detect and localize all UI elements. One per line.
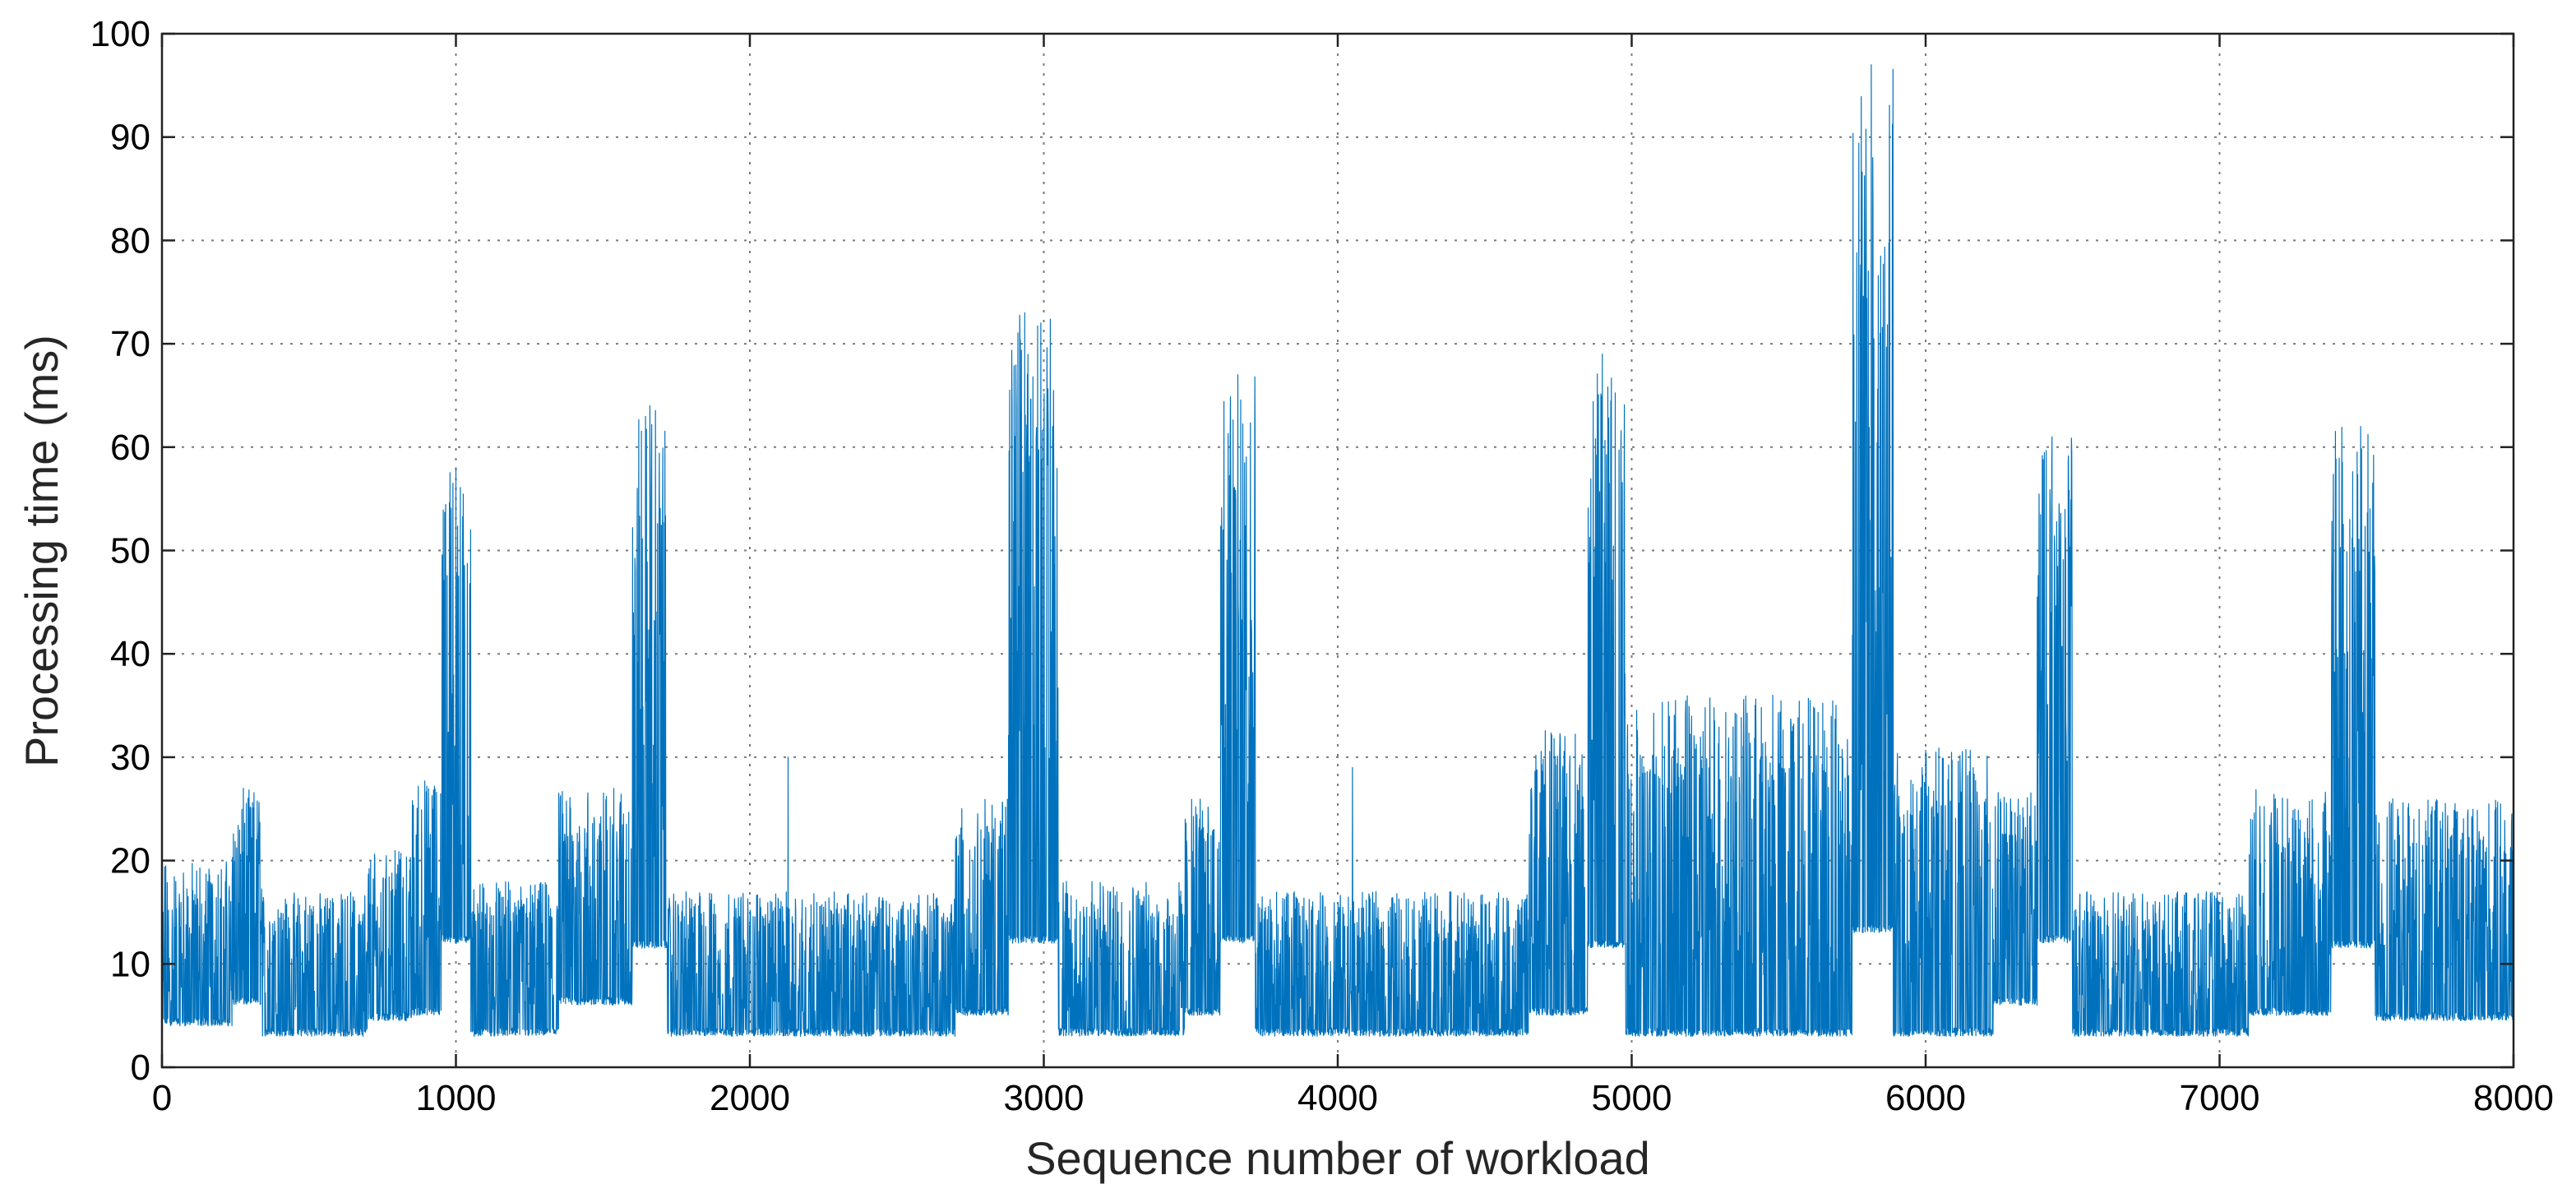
y-tick-label: 10 <box>110 944 150 984</box>
y-tick-label: 20 <box>110 841 150 881</box>
x-tick-label: 1000 <box>416 1078 497 1118</box>
y-axis-label: Processing time (ms) <box>16 335 67 767</box>
y-tick-label: 60 <box>110 428 150 468</box>
x-tick-label: 6000 <box>1885 1078 1966 1118</box>
x-tick-label: 8000 <box>2473 1078 2554 1118</box>
x-tick-label: 7000 <box>2180 1078 2260 1118</box>
x-tick-label: 2000 <box>710 1078 790 1118</box>
x-axis-tick-labels: 0 1000 2000 3000 4000 5000 6000 7000 8000 <box>152 1078 2554 1118</box>
y-tick-label: 80 <box>110 220 150 261</box>
y-tick-label: 30 <box>110 738 150 778</box>
x-tick-label: 5000 <box>1592 1078 1672 1118</box>
y-tick-label: 100 <box>90 14 150 54</box>
x-tick-label: 0 <box>152 1078 172 1118</box>
y-tick-label: 0 <box>131 1048 150 1088</box>
y-axis-tick-labels: 0 10 20 30 40 50 60 70 80 90 100 <box>90 14 150 1088</box>
x-tick-label: 4000 <box>1297 1078 1378 1118</box>
y-tick-label: 40 <box>110 634 150 674</box>
x-axis-label: Sequence number of workload <box>1025 1132 1650 1184</box>
processing-time-series <box>161 64 2514 1037</box>
axis-ticks <box>160 32 2515 1069</box>
series-line <box>161 64 2514 1037</box>
y-tick-label: 70 <box>110 324 150 364</box>
y-tick-label: 90 <box>110 118 150 158</box>
y-tick-label: 50 <box>110 531 150 571</box>
x-tick-label: 3000 <box>1004 1078 1085 1118</box>
